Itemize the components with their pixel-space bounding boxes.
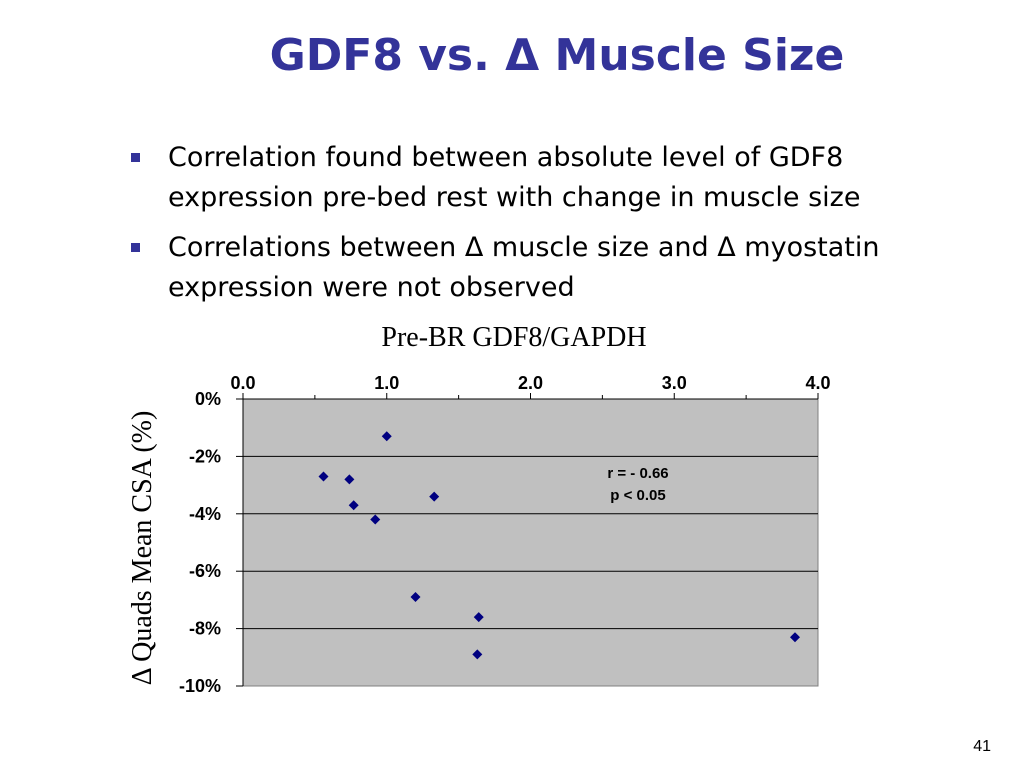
- x-tick-label: 3.0: [662, 373, 687, 393]
- data-point: [370, 514, 381, 525]
- y-tick-label: -10%: [179, 676, 221, 696]
- data-point: [348, 500, 359, 511]
- data-point: [790, 632, 800, 643]
- x-tick-label: 1.0: [374, 373, 399, 393]
- bullet-item: Correlations between Δ muscle size and Δ…: [128, 228, 988, 308]
- correlation-annotation: p < 0.05: [610, 487, 665, 504]
- y-tick-label: 0%: [195, 389, 221, 409]
- chart-title: Pre-BR GDF8/GAPDH: [381, 322, 647, 353]
- bullet-text: Correlation found between absolute level…: [168, 142, 861, 213]
- data-point: [381, 431, 392, 442]
- y-tick-label: -2%: [189, 446, 221, 466]
- data-point: [318, 471, 329, 482]
- y-tick-label: -8%: [189, 619, 221, 639]
- square-bullet-icon: [131, 243, 140, 252]
- bullet-list: Correlation found between absolute level…: [128, 138, 988, 318]
- y-tick-label: -4%: [189, 504, 221, 524]
- data-point: [473, 612, 484, 623]
- data-point: [344, 474, 355, 485]
- bullet-text: Correlations between Δ muscle size and Δ…: [168, 232, 880, 303]
- page-number: 41: [973, 738, 991, 755]
- y-tick-label: -6%: [189, 561, 221, 581]
- data-point: [472, 649, 483, 660]
- square-bullet-icon: [131, 153, 140, 162]
- bullet-item: Correlation found between absolute level…: [128, 138, 988, 218]
- data-point: [429, 491, 440, 502]
- correlation-annotation: r = - 0.66: [607, 465, 668, 482]
- x-tick-label: 4.0: [805, 373, 830, 393]
- x-tick-label: 0.0: [230, 373, 255, 393]
- slide-title: GDF8 vs. Δ Muscle Size: [269, 30, 845, 81]
- plot-area: [242, 398, 819, 687]
- x-tick-label: 2.0: [518, 373, 543, 393]
- data-point: [410, 592, 421, 603]
